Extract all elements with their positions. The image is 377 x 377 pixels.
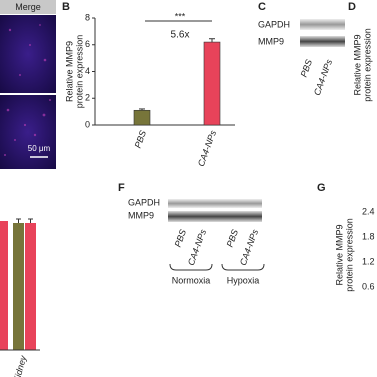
row-label: GAPDH	[128, 197, 160, 207]
y-tick-label: 2	[85, 93, 90, 103]
row-label: GAPDH	[258, 19, 290, 29]
micrograph	[0, 15, 56, 93]
panel-label: B	[62, 1, 70, 13]
lane-label: PBS	[225, 228, 241, 248]
lane-label: CA4-NPs	[238, 228, 260, 267]
scale-label: 50 μm	[28, 144, 51, 153]
blot-band	[300, 19, 345, 30]
axis-label: Relative MMP9	[334, 224, 344, 285]
y-tick-label: 6	[85, 39, 90, 49]
lane-label: CA4-NPs	[312, 58, 334, 97]
row-label: MMP9	[258, 36, 284, 46]
bar	[133, 109, 151, 126]
blot-band	[168, 211, 262, 222]
group-bracket	[169, 263, 213, 271]
micrograph	[0, 95, 56, 169]
lane-label: PBS	[173, 228, 189, 248]
y-tick-label: 0	[85, 119, 90, 129]
group-bracket	[221, 263, 265, 271]
axis-label: protein expression	[362, 28, 372, 102]
x-tick-label: PBS	[133, 129, 149, 149]
y-tick-label: 2.4	[362, 206, 375, 216]
group-label: Hypoxia	[227, 275, 260, 285]
y-tick-label: 0.6	[362, 281, 375, 291]
blot-band	[168, 199, 262, 208]
speckles	[4, 24, 51, 156]
blot-band	[300, 36, 345, 47]
category-label: Kidney	[11, 354, 28, 377]
axis-label: Relative MMP9	[64, 41, 74, 102]
header-box	[0, 0, 56, 14]
lane-label: CA4-NPs	[186, 228, 208, 267]
axis-label: protein expression	[344, 218, 354, 292]
axis-label: protein expression	[74, 35, 84, 109]
y-tick-label: 4	[85, 66, 90, 76]
y-tick-label: 1.2	[362, 256, 375, 266]
y-tick-label: 8	[85, 12, 90, 22]
y-tick-label: 1.8	[362, 231, 375, 241]
axis-label: Relative MMP9	[352, 34, 362, 95]
group-label: Normoxia	[172, 275, 211, 285]
panel-header: Merge	[15, 2, 41, 12]
lane-label: PBS	[299, 58, 315, 78]
x-tick-label: CA4-NPs	[196, 129, 218, 168]
row-label: MMP9	[128, 210, 154, 220]
panel-label: D	[348, 1, 356, 13]
panel-label: F	[118, 182, 125, 194]
annotation: ***	[175, 11, 186, 21]
panel-label: C	[258, 1, 266, 13]
annotation: 5.6x	[171, 30, 190, 41]
partial-bars	[0, 218, 40, 351]
panel-label: G	[317, 182, 326, 194]
bar	[203, 41, 221, 126]
